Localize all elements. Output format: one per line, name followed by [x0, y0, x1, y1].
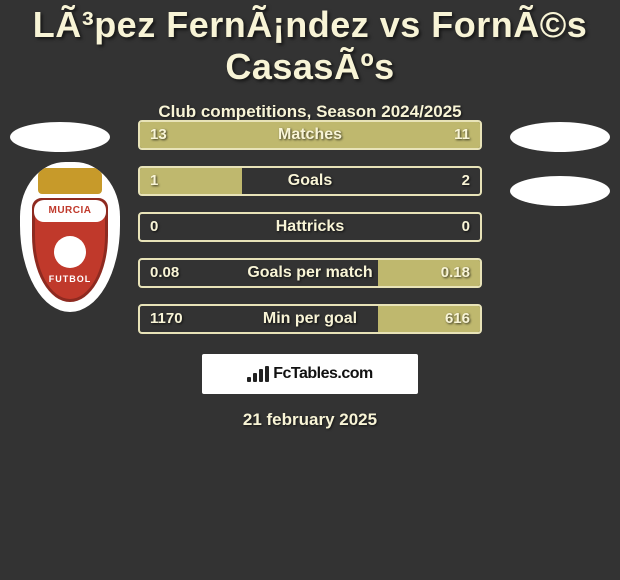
page-title: LÃ³pez FernÃ¡ndez vs FornÃ©s CasasÃºs — [0, 0, 620, 88]
stat-bars: 13Matches11 1Goals2 0Hattricks0 0.08Goals p… — [138, 120, 482, 350]
stat-label: Min per goal — [140, 306, 480, 332]
badge-top-text: MURCIA — [34, 200, 106, 222]
brand-badge: FcTables.com — [202, 354, 418, 394]
player-right-slot — [510, 122, 610, 152]
team-badge-left: MURCIA FUTBOL — [20, 162, 120, 312]
comparison-card: LÃ³pez FernÃ¡ndez vs FornÃ©s CasasÃºs Cl… — [0, 0, 620, 580]
ball-icon — [54, 236, 86, 268]
crown-icon — [38, 168, 102, 194]
stat-value-right: 0.18 — [441, 260, 470, 286]
stat-label: Hattricks — [140, 214, 480, 240]
team-right-slot — [510, 176, 610, 206]
stat-row: 0Hattricks0 — [138, 212, 482, 242]
subtitle: Club competitions, Season 2024/2025 — [0, 102, 620, 122]
badge-bottom-text: FUTBOL — [20, 274, 120, 284]
brand-text: FcTables.com — [273, 365, 373, 383]
stat-row: 0.08Goals per match0.18 — [138, 258, 482, 288]
stat-value-right: 0 — [462, 214, 470, 240]
date-text: 21 february 2025 — [0, 410, 620, 430]
stat-row: 1Goals2 — [138, 166, 482, 196]
stat-value-right: 2 — [462, 168, 470, 194]
stat-label: Matches — [140, 122, 480, 148]
stat-label: Goals per match — [140, 260, 480, 286]
stat-row: 13Matches11 — [138, 120, 482, 150]
stat-value-right: 11 — [454, 122, 470, 148]
bars-icon — [247, 366, 269, 382]
stat-row: 1170Min per goal616 — [138, 304, 482, 334]
player-left-slot — [10, 122, 110, 152]
stat-value-right: 616 — [445, 306, 470, 332]
stat-label: Goals — [140, 168, 480, 194]
